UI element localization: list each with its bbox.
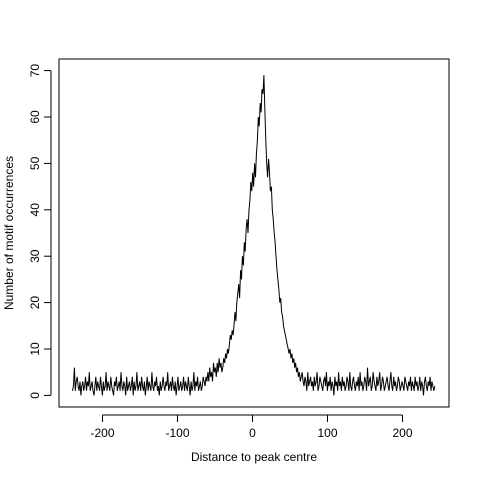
y-tick-label: 50 [28,156,42,170]
series-line [72,75,436,396]
plot-frame [58,58,450,408]
y-tick-label: 0 [28,392,42,399]
y-tick-label: 10 [28,342,42,356]
y-tick-label: 30 [28,249,42,263]
x-axis-title: Distance to peak centre [191,450,317,464]
x-axis: -200 -100 0 100 200 [90,414,413,440]
y-axis: 0 10 20 30 40 50 60 70 [28,64,52,399]
x-tick-label: 100 [317,426,337,440]
y-axis-title: Number of motif occurrences [2,156,16,310]
x-tick-label: 200 [392,426,412,440]
y-tick-label: 60 [28,110,42,124]
y-tick-label: 70 [28,64,42,78]
y-tick-label: 40 [28,203,42,217]
x-tick-label: -200 [90,426,114,440]
x-tick-label: -100 [165,426,189,440]
x-tick-label: 0 [249,426,256,440]
y-tick-label: 20 [28,296,42,310]
